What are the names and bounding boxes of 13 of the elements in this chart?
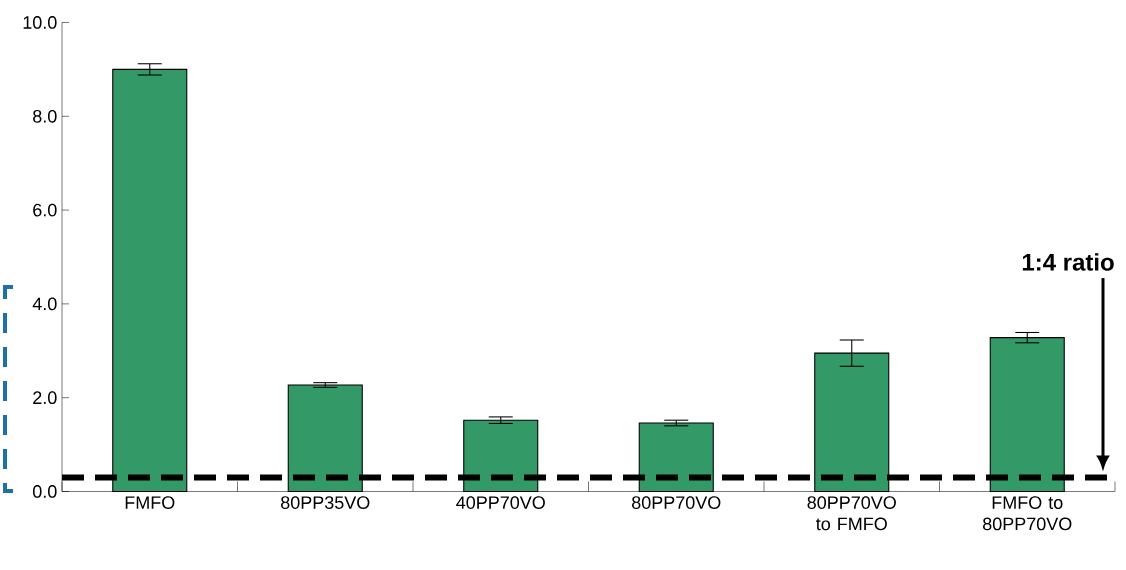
y-tick-label: 10.0 [23,16,57,29]
x-tick-label: 80PP70VO [632,496,721,509]
y-tick-label: 0.0 [32,485,57,498]
y-tick-label: 8.0 [33,109,57,123]
x-tick-label: 40PP70VO [456,496,545,509]
x-tick-label: 80PP70VO to FMFO [807,496,896,531]
x-tick-label: FMFO to 80PP70VO [982,496,1072,531]
x-tick-label: FMFO [125,496,175,509]
y-tick-label: 4.0 [32,297,57,311]
y-tick-label: 2.0 [33,391,57,405]
x-tick-label: 80PP35VO [281,496,370,509]
y-tick-label: 6.0 [33,203,57,217]
annotation: 1:4 ratio [1022,253,1114,271]
